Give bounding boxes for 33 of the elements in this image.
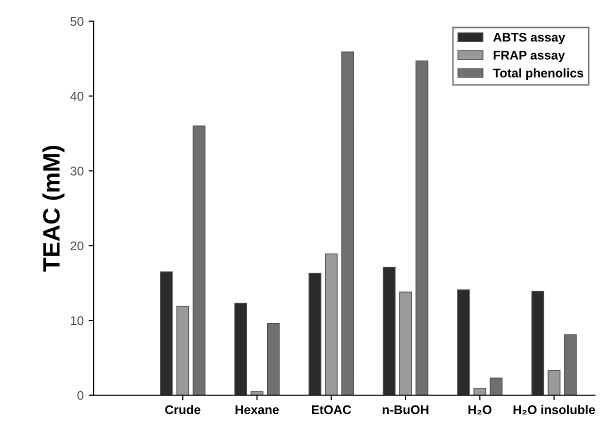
bar (473, 388, 486, 396)
legend-label: Total phenolics (493, 68, 584, 80)
bar (399, 292, 412, 396)
y-axis-title: TEAC (mM) (42, 146, 64, 272)
y-tick-label: 0 (77, 391, 84, 400)
bar (382, 266, 396, 396)
bar (531, 290, 544, 396)
y-tick-label: 40 (70, 92, 84, 101)
bar (564, 334, 577, 396)
y-tick-label: 30 (70, 166, 84, 176)
x-tick-label: n-BuOH (382, 405, 428, 414)
x-tick-label: H₂O insoluble (514, 404, 595, 414)
bar (308, 272, 322, 396)
y-tick-label: 10 (70, 316, 84, 326)
bar (548, 370, 560, 396)
bar (324, 253, 338, 396)
bar (490, 378, 503, 396)
x-tick-label: Hexane (236, 405, 279, 414)
x-tick-label: Crude (165, 404, 200, 414)
y-tick-label: 20 (70, 241, 84, 250)
bar (234, 302, 248, 396)
bar (176, 306, 190, 396)
x-tick-label: EtOAC (312, 405, 352, 414)
bar (192, 126, 206, 396)
bar (457, 289, 470, 396)
bar (266, 323, 280, 396)
legend-label: ABTS assay (493, 32, 566, 44)
y-tick-label: 50 (70, 17, 84, 26)
bar (160, 271, 173, 396)
legend-label: FRAP assay (494, 50, 565, 62)
x-tick-label: H₂O (468, 405, 492, 414)
bar (416, 60, 428, 396)
bar (341, 52, 354, 396)
